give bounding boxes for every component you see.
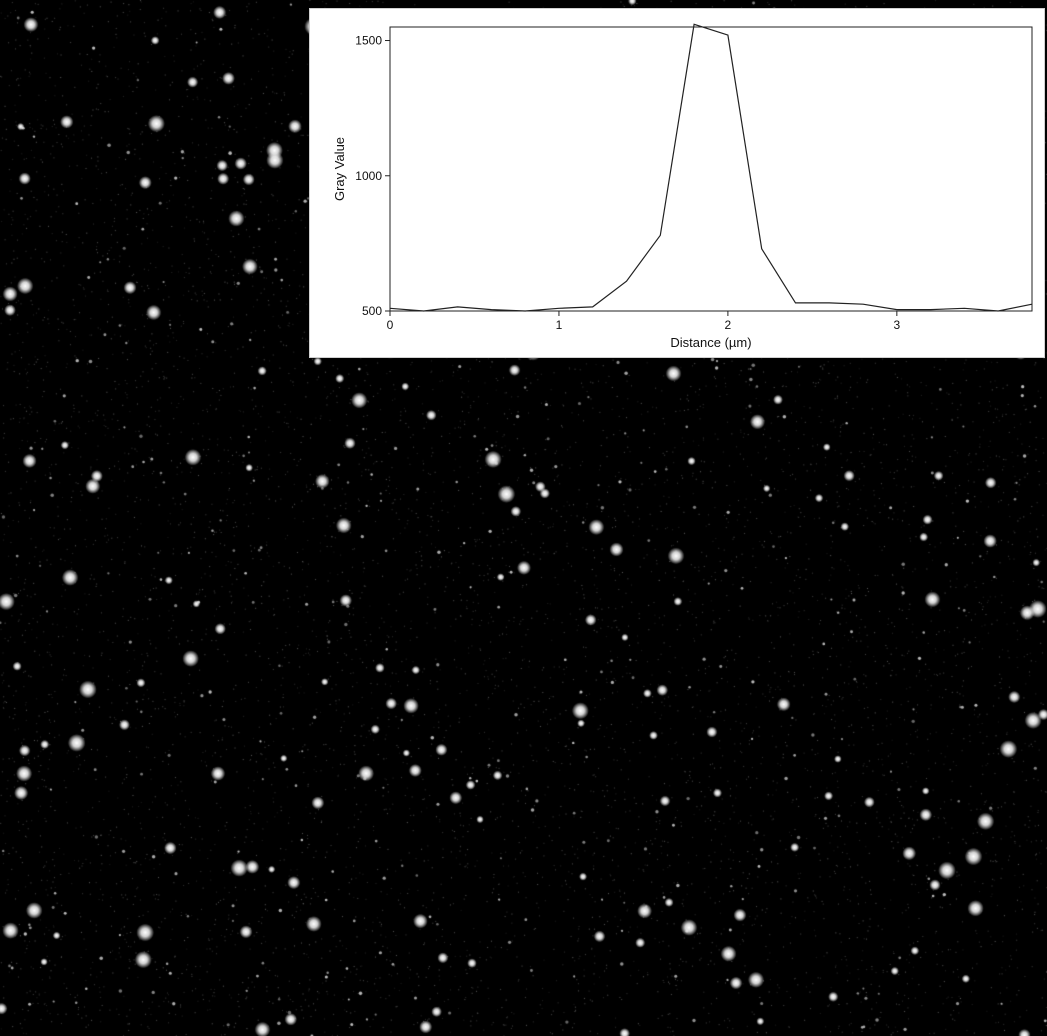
line-profile-inset: 500 1000 1500 0 1 2 3 Gray Value Distance (µm… (309, 8, 1045, 358)
y-axis-ticks: 500 1000 1500 (355, 34, 390, 318)
series-line (389, 23, 1033, 312)
y-axis-label: Gray Value (332, 137, 347, 201)
x-tick-label: 1 (556, 318, 563, 332)
y-tick-label: 500 (362, 304, 382, 318)
x-axis-label: Distance (µm) (670, 335, 751, 350)
y-tick-label: 1000 (355, 169, 382, 183)
y-tick-label: 1500 (355, 34, 382, 48)
plot-frame (389, 26, 1033, 312)
x-tick-label: 0 (387, 318, 394, 332)
x-axis-ticks: 0 1 2 3 (387, 311, 900, 332)
profile-plot: 500 1000 1500 0 1 2 3 Gray Value Distance (µm… (332, 23, 1033, 350)
x-tick-label: 3 (893, 318, 900, 332)
x-tick-label: 2 (725, 318, 732, 332)
plot-axes (389, 26, 1033, 312)
